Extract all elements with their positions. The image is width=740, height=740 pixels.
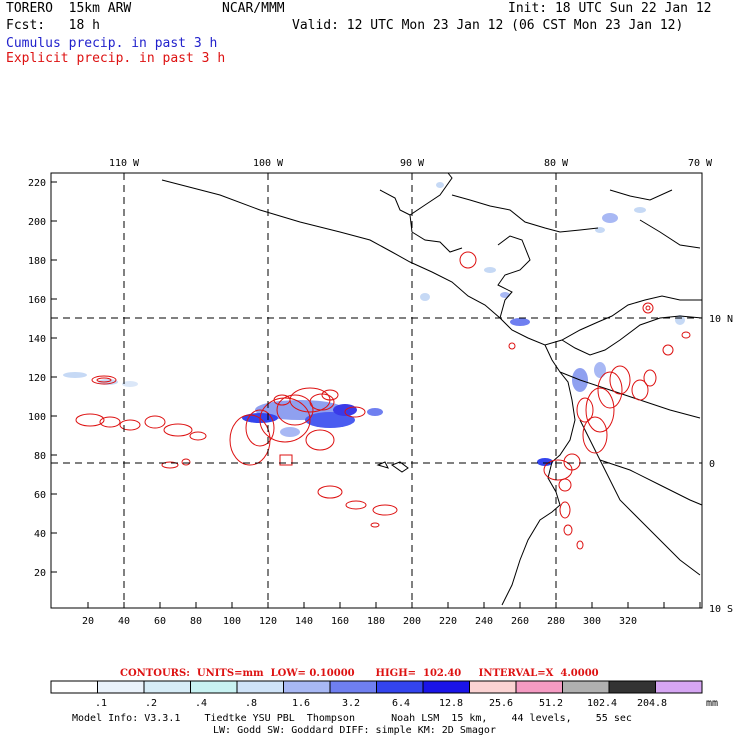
colorbar-swatch [562, 680, 610, 694]
x-tick-label: 120 [259, 616, 277, 627]
colorbar-label: 25.6 [489, 698, 513, 709]
colorbar-label: 102.4 [587, 698, 617, 709]
organization-label: NCAR/MMM [222, 1, 285, 16]
contour-info: CONTOURS: UNITS=mm LOW= 0.10000 HIGH= 10… [120, 668, 599, 679]
colorbar-label: 1.6 [292, 698, 310, 709]
x-tick-label: 60 [154, 616, 166, 627]
colorbar-units: mm [706, 698, 718, 709]
explicit-precip [75, 251, 691, 550]
y-tick-label: 40 [34, 529, 46, 540]
map-frame [50, 172, 703, 609]
x-tick-label: 80 [190, 616, 202, 627]
x-tick-label: 40 [118, 616, 130, 627]
colorbar-swatch [469, 680, 517, 694]
colorbar-swatch [376, 680, 424, 694]
colorbar-swatch [515, 680, 563, 694]
colorbar-label: .4 [195, 698, 207, 709]
colorbar-swatch [190, 680, 238, 694]
init-time: Init: 18 UTC Sun 22 Jan 12 [508, 1, 712, 16]
cumulus-legend: Cumulus precip. in past 3 h [6, 36, 218, 51]
x-tick-label: 240 [475, 616, 493, 627]
colorbar-label: .2 [145, 698, 157, 709]
y-tick-label: 120 [28, 373, 46, 384]
model-physics: LW: Godd SW: Goddard DIFF: simple KM: 2D… [213, 725, 496, 736]
colorbar-label: 6.4 [392, 698, 410, 709]
lon-label: 70 W [688, 158, 713, 169]
colorbar-label: 12.8 [439, 698, 463, 709]
colorbar-swatch [283, 680, 331, 694]
colorbar-swatch [97, 680, 145, 694]
colorbar-label: 51.2 [539, 698, 563, 709]
explicit-legend: Explicit precip. in past 3 h [6, 51, 226, 66]
y-tick-label: 160 [28, 295, 46, 306]
y-tick-label: 80 [34, 451, 46, 462]
colorbar-swatch [143, 680, 191, 694]
colorbar-swatch [329, 680, 377, 694]
lon-label: 110 W [109, 158, 140, 169]
x-tick-label: 300 [583, 616, 601, 627]
x-tick-label: 160 [331, 616, 349, 627]
y-tick-label: 180 [28, 256, 46, 267]
colorbar [50, 680, 703, 694]
x-tick-label: 260 [511, 616, 529, 627]
x-tick-label: 220 [439, 616, 457, 627]
lon-label: 100 W [253, 158, 284, 169]
y-tick-label: 220 [28, 178, 46, 189]
coastlines [161, 172, 703, 606]
colorbar-label: 3.2 [342, 698, 360, 709]
colorbar-label: .8 [245, 698, 257, 709]
lat-label: 10 S [709, 604, 733, 615]
x-tick-label: 180 [367, 616, 385, 627]
lat-label: 0 [709, 459, 715, 470]
x-tick-label: 320 [619, 616, 637, 627]
colorbar-swatch [655, 680, 703, 694]
colorbar-swatch [422, 680, 470, 694]
forecast-hour: Fcst: 18 h [6, 18, 100, 33]
y-tick-label: 60 [34, 490, 46, 501]
y-tick-label: 200 [28, 217, 46, 228]
model-info: Model Info: V3.3.1 Tiedtke YSU PBL Thomp… [72, 713, 632, 724]
lon-label: 80 W [544, 158, 569, 169]
colorbar-label: .1 [95, 698, 107, 709]
valid-time: Valid: 12 UTC Mon 23 Jan 12 (06 CST Mon … [292, 18, 684, 33]
lon-label: 90 W [400, 158, 425, 169]
axis-ticks [51, 181, 701, 608]
graticule [51, 173, 702, 608]
x-tick-label: 100 [223, 616, 241, 627]
colorbar-swatch [608, 680, 656, 694]
y-tick-label: 20 [34, 568, 46, 579]
colorbar-swatch [236, 680, 284, 694]
model-title: TORERO 15km ARW [6, 1, 132, 16]
colorbar-swatch [50, 680, 98, 694]
y-tick-label: 140 [28, 334, 46, 345]
x-tick-label: 280 [547, 616, 565, 627]
x-tick-label: 20 [82, 616, 94, 627]
y-tick-label: 100 [28, 412, 46, 423]
lat-label: 10 N [709, 314, 733, 325]
colorbar-label: 204.8 [637, 698, 667, 709]
x-tick-label: 200 [403, 616, 421, 627]
x-tick-label: 140 [295, 616, 313, 627]
